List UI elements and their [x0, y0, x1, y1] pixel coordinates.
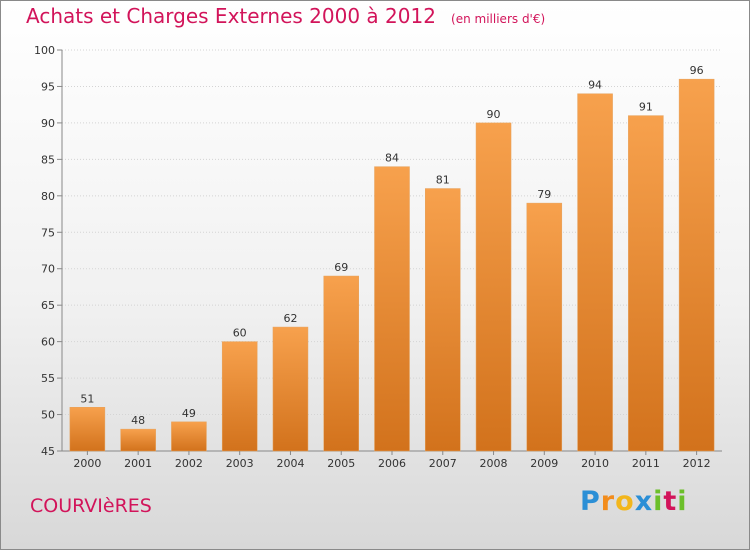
logo-letter: P — [580, 486, 601, 517]
proxiti-logo: Proxiti — [580, 486, 688, 517]
x-tick-label: 2004 — [276, 457, 304, 470]
commune-name: COURVIèRES — [30, 495, 152, 517]
x-tick-label: 2001 — [124, 457, 152, 470]
bar-value-label: 60 — [233, 327, 247, 340]
x-tick-label: 2000 — [73, 457, 101, 470]
bar — [69, 407, 106, 452]
bar — [678, 78, 715, 452]
x-tick-label: 2006 — [378, 457, 406, 470]
x-tick-label: 2005 — [327, 457, 355, 470]
y-tick-label: 45 — [41, 445, 55, 458]
y-tick-label: 100 — [34, 44, 55, 57]
x-tick-label: 2003 — [226, 457, 254, 470]
logo-letter: i — [653, 486, 664, 517]
y-tick-label: 70 — [41, 263, 55, 276]
bar — [374, 166, 410, 452]
y-tick-label: 80 — [41, 190, 55, 203]
logo-letter: t — [663, 486, 678, 517]
y-tick-label: 55 — [41, 372, 55, 385]
bar — [221, 341, 258, 452]
bar-value-label: 79 — [537, 188, 551, 201]
bar-value-label: 84 — [385, 152, 399, 165]
bar-value-label: 69 — [334, 261, 348, 274]
x-tick-label: 2010 — [581, 457, 609, 470]
bar-value-label: 96 — [690, 64, 704, 77]
chart-subtitle: (en milliers d'€) — [451, 12, 546, 26]
y-tick-label: 85 — [41, 153, 55, 166]
logo-letter: o — [615, 486, 635, 517]
x-tick-label: 2002 — [175, 457, 203, 470]
bar-value-label: 91 — [639, 101, 653, 114]
y-tick-label: 60 — [41, 336, 55, 349]
bar — [577, 93, 613, 452]
bar-value-label: 49 — [182, 407, 196, 420]
y-tick-label: 65 — [41, 299, 55, 312]
logo-letter: i — [677, 486, 688, 517]
bar — [323, 275, 359, 452]
bar — [526, 202, 563, 452]
x-tick-label: 2012 — [683, 457, 711, 470]
logo-letter: r — [600, 486, 616, 517]
y-tick-label: 95 — [41, 80, 55, 93]
bar — [628, 115, 664, 452]
bar-value-label: 62 — [283, 312, 297, 325]
bar-value-label: 48 — [131, 414, 145, 427]
y-tick-label: 90 — [41, 117, 55, 130]
x-tick-label: 2011 — [632, 457, 660, 470]
x-tick-label: 2007 — [429, 457, 457, 470]
y-tick-label: 50 — [41, 409, 55, 422]
y-tick-label: 75 — [41, 226, 55, 239]
bar-value-label: 51 — [80, 392, 94, 405]
bar — [272, 326, 309, 452]
bar — [475, 122, 512, 452]
x-tick-label: 2008 — [480, 457, 508, 470]
title-block: Achats et Charges Externes 2000 à 2012 (… — [26, 4, 545, 28]
bar-value-label: 81 — [436, 174, 450, 187]
bar-value-label: 94 — [588, 79, 602, 92]
logo-letter: x — [634, 486, 654, 517]
bar — [171, 421, 207, 452]
bar — [120, 428, 156, 452]
bar-value-label: 90 — [487, 108, 501, 121]
x-tick-label: 2009 — [530, 457, 558, 470]
bar — [425, 188, 461, 452]
chart-title: Achats et Charges Externes 2000 à 2012 — [26, 4, 436, 28]
